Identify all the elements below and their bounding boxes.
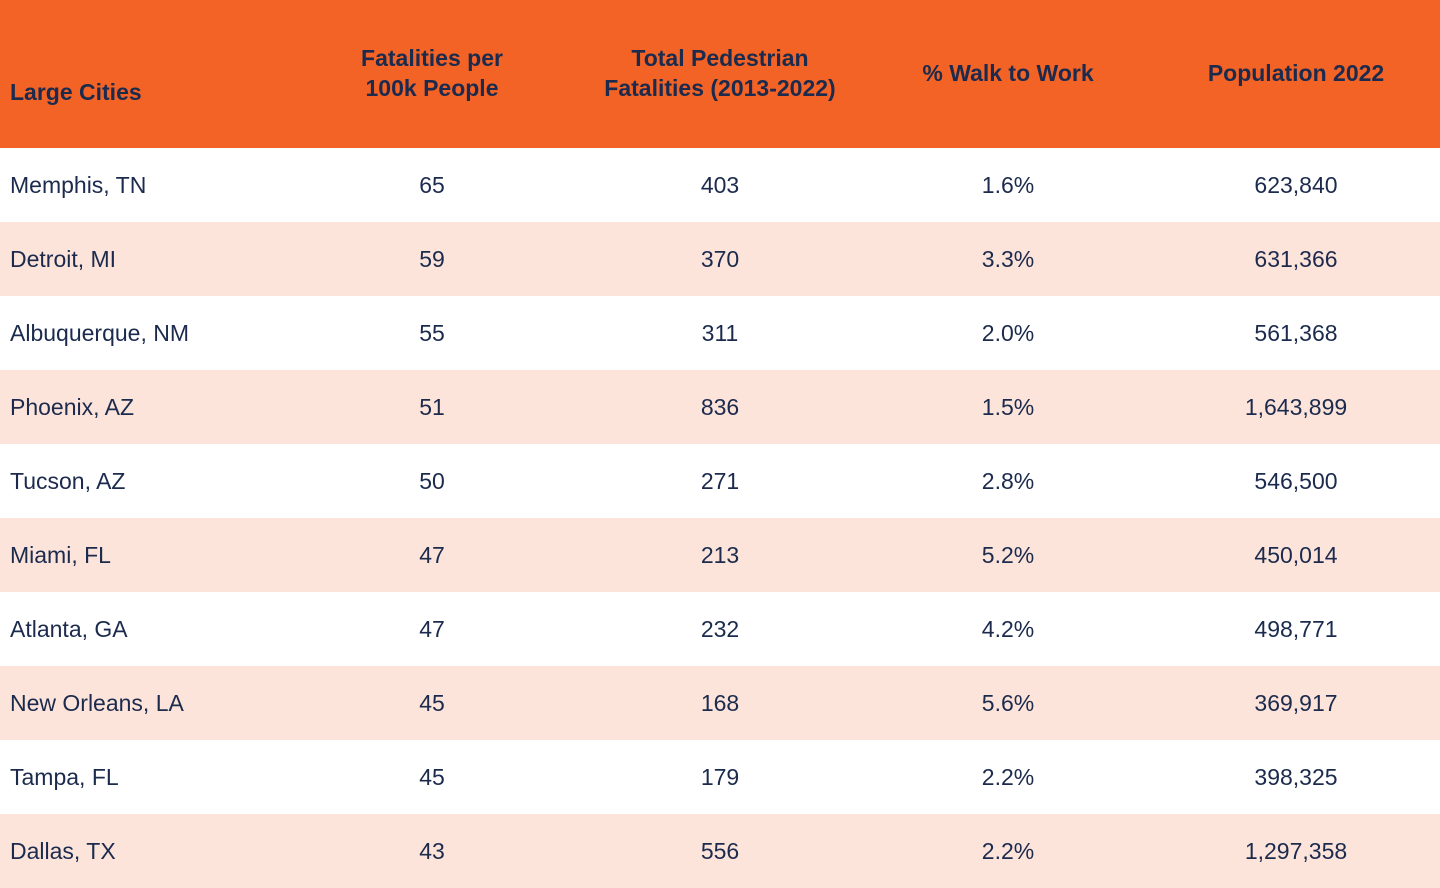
total-fatalities-cell: 403	[576, 148, 864, 222]
population-cell: 1,643,899	[1152, 370, 1440, 444]
table-row: Tucson, AZ 50 271 2.8% 546,500	[0, 444, 1440, 518]
city-cell: Dallas, TX	[0, 814, 288, 888]
population-cell: 369,917	[1152, 666, 1440, 740]
table-row: Tampa, FL 45 179 2.2% 398,325	[0, 740, 1440, 814]
table-row: Phoenix, AZ 51 836 1.5% 1,643,899	[0, 370, 1440, 444]
city-cell: Memphis, TN	[0, 148, 288, 222]
city-cell: Detroit, MI	[0, 222, 288, 296]
walk-to-work-cell: 2.2%	[864, 814, 1152, 888]
walk-to-work-cell: 2.0%	[864, 296, 1152, 370]
fatalities-rate-cell: 59	[288, 222, 576, 296]
walk-to-work-cell: 2.2%	[864, 740, 1152, 814]
city-cell: Atlanta, GA	[0, 592, 288, 666]
walk-to-work-cell: 3.3%	[864, 222, 1152, 296]
column-header-population-2022: Population 2022	[1152, 0, 1440, 148]
table-row: Dallas, TX 43 556 2.2% 1,297,358	[0, 814, 1440, 888]
table-row: Miami, FL 47 213 5.2% 450,014	[0, 518, 1440, 592]
population-cell: 546,500	[1152, 444, 1440, 518]
total-fatalities-cell: 836	[576, 370, 864, 444]
walk-to-work-cell: 1.6%	[864, 148, 1152, 222]
fatalities-rate-cell: 51	[288, 370, 576, 444]
walk-to-work-cell: 5.6%	[864, 666, 1152, 740]
table-row: Memphis, TN 65 403 1.6% 623,840	[0, 148, 1440, 222]
city-cell: Tampa, FL	[0, 740, 288, 814]
walk-to-work-cell: 2.8%	[864, 444, 1152, 518]
population-cell: 398,325	[1152, 740, 1440, 814]
table-row: Detroit, MI 59 370 3.3% 631,366	[0, 222, 1440, 296]
total-fatalities-cell: 232	[576, 592, 864, 666]
table-header: Large Cities Fatalities per 100k People …	[0, 0, 1440, 148]
city-cell: Phoenix, AZ	[0, 370, 288, 444]
population-cell: 450,014	[1152, 518, 1440, 592]
population-cell: 623,840	[1152, 148, 1440, 222]
walk-to-work-cell: 1.5%	[864, 370, 1152, 444]
column-header-fatalities-per-100k: Fatalities per 100k People	[288, 0, 576, 148]
total-fatalities-cell: 556	[576, 814, 864, 888]
population-cell: 498,771	[1152, 592, 1440, 666]
fatalities-rate-cell: 50	[288, 444, 576, 518]
city-cell: Albuquerque, NM	[0, 296, 288, 370]
fatalities-rate-cell: 55	[288, 296, 576, 370]
total-fatalities-cell: 179	[576, 740, 864, 814]
walk-to-work-cell: 5.2%	[864, 518, 1152, 592]
population-cell: 561,368	[1152, 296, 1440, 370]
total-fatalities-cell: 168	[576, 666, 864, 740]
fatalities-rate-cell: 43	[288, 814, 576, 888]
fatalities-rate-cell: 47	[288, 518, 576, 592]
population-cell: 1,297,358	[1152, 814, 1440, 888]
column-header-total-pedestrian-fatalities: Total Pedestrian Fatalities (2013-2022)	[576, 0, 864, 148]
column-header-walk-to-work: % Walk to Work	[864, 0, 1152, 148]
city-cell: Miami, FL	[0, 518, 288, 592]
total-fatalities-cell: 213	[576, 518, 864, 592]
fatalities-rate-cell: 47	[288, 592, 576, 666]
table-row: New Orleans, LA 45 168 5.6% 369,917	[0, 666, 1440, 740]
walk-to-work-cell: 4.2%	[864, 592, 1152, 666]
table-row: Atlanta, GA 47 232 4.2% 498,771	[0, 592, 1440, 666]
total-fatalities-cell: 370	[576, 222, 864, 296]
fatalities-rate-cell: 45	[288, 666, 576, 740]
fatalities-rate-cell: 65	[288, 148, 576, 222]
population-cell: 631,366	[1152, 222, 1440, 296]
city-cell: New Orleans, LA	[0, 666, 288, 740]
total-fatalities-cell: 311	[576, 296, 864, 370]
header-row: Large Cities Fatalities per 100k People …	[0, 0, 1440, 148]
city-cell: Tucson, AZ	[0, 444, 288, 518]
fatalities-rate-cell: 45	[288, 740, 576, 814]
column-header-large-cities: Large Cities	[0, 0, 288, 148]
table-body: Memphis, TN 65 403 1.6% 623,840 Detroit, MI 59…	[0, 148, 1440, 888]
total-fatalities-cell: 271	[576, 444, 864, 518]
table-row: Albuquerque, NM 55 311 2.0% 561,368	[0, 296, 1440, 370]
